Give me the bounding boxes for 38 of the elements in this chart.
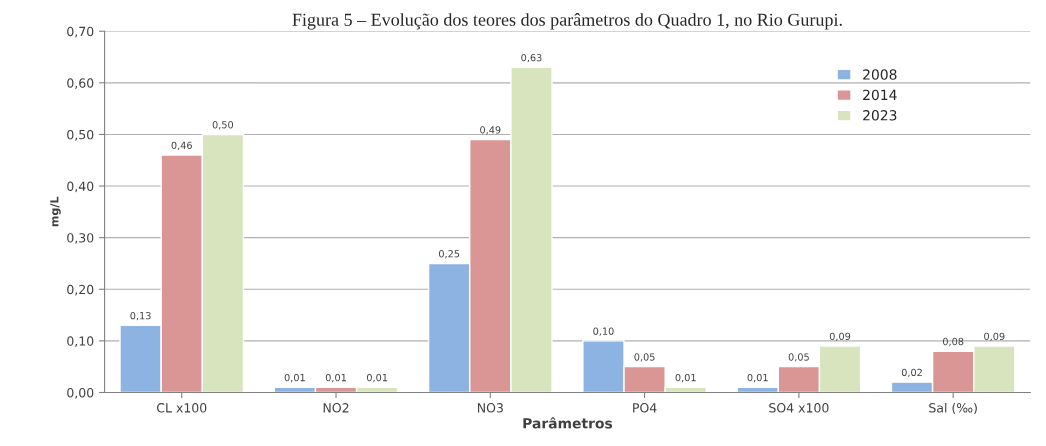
data-label: 0,63 [521, 53, 542, 63]
data-label: 0,01 [675, 373, 696, 383]
data-label: 0,01 [284, 373, 305, 383]
x-tick-label: SO4 x100 [769, 403, 829, 413]
data-label: 0,05 [788, 353, 809, 362]
x-tick-label: NO3 [477, 403, 503, 413]
legend-label: 2014 [863, 89, 897, 101]
y-tick-label: 0,40 [67, 181, 94, 193]
y-tick-label: 0,30 [67, 233, 94, 244]
y-tick-label: 0,10 [67, 336, 94, 348]
x-axis-title: Parâmetros [523, 417, 613, 429]
y-tick-label: 0,00 [67, 387, 94, 399]
data-label: 0,01 [325, 373, 346, 383]
data-label: 0,02 [901, 368, 922, 378]
data-label: 0,01 [366, 373, 388, 383]
data-label: 0,46 [171, 141, 192, 151]
y-tick-label: 0,60 [67, 78, 94, 90]
x-tick-label: PO4 [633, 403, 657, 413]
data-label: 0,25 [438, 250, 460, 259]
data-label: 0,05 [634, 353, 655, 362]
x-tick-label: CL x100 [156, 403, 207, 413]
x-tick-label: Sal (‰) [929, 402, 977, 415]
legend-label: 2008 [863, 69, 897, 80]
data-label: 0,09 [829, 332, 851, 341]
data-label: 0,49 [480, 126, 501, 135]
data-label: 0,50 [212, 121, 234, 130]
x-tick-label: NO2 [323, 403, 349, 413]
chart-title: Figura 5 – Evolução dos teores dos parâmetros do Quadro 1, no Rio Gurupi. [292, 13, 842, 30]
data-label: 0,10 [593, 327, 614, 336]
data-label: 0,01 [747, 373, 768, 383]
data-label: 0,08 [942, 337, 964, 347]
data-label: 0,13 [130, 311, 151, 321]
y-tick-label: 0,20 [67, 284, 94, 296]
y-tick-label: 0,70 [67, 26, 94, 38]
data-label: 0,09 [984, 332, 1005, 341]
legend-label: 2023 [863, 110, 897, 121]
y-axis-title: mg/L [50, 196, 61, 227]
y-tick-label: 0,50 [67, 129, 94, 141]
